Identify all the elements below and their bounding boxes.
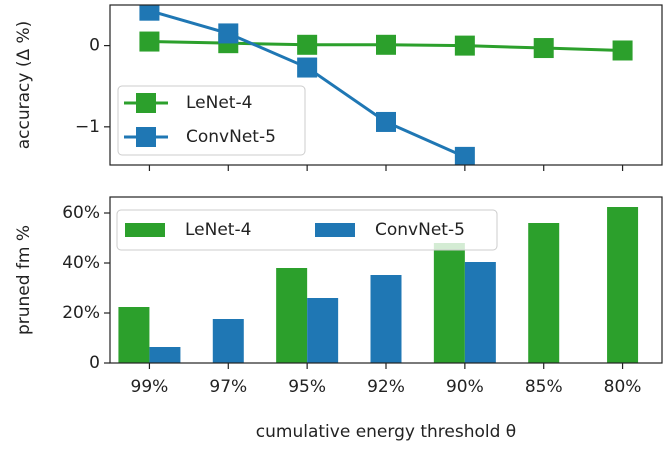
marker xyxy=(533,38,554,59)
legend-label: LeNet-4 xyxy=(185,220,251,240)
bar xyxy=(118,307,150,363)
x-tick-label: 92% xyxy=(367,377,405,397)
legend-label: LeNet-4 xyxy=(186,93,252,113)
bar xyxy=(464,262,496,363)
bar xyxy=(212,319,244,363)
marker xyxy=(454,35,475,56)
marker xyxy=(376,34,396,55)
x-tick-label: 85% xyxy=(525,377,563,397)
legend-marker xyxy=(136,127,156,147)
y-tick-label: −1 xyxy=(75,117,100,137)
marker xyxy=(139,5,160,21)
x-tick-label: 97% xyxy=(209,377,247,397)
plot-area xyxy=(139,5,633,165)
bar xyxy=(528,223,560,363)
legend-swatch xyxy=(315,223,355,237)
bar xyxy=(370,275,402,363)
plot-area xyxy=(118,207,639,363)
marker xyxy=(376,111,396,132)
x-axis-label: cumulative energy threshold θ xyxy=(256,422,516,442)
marker xyxy=(218,23,239,44)
marker xyxy=(297,57,318,78)
x-tick-label: 99% xyxy=(131,377,169,397)
y-tick-label: 60% xyxy=(62,203,100,223)
bar xyxy=(607,207,639,363)
bar xyxy=(149,347,181,363)
bar xyxy=(307,298,339,363)
marker xyxy=(297,34,318,55)
legend-label: ConvNet-5 xyxy=(375,220,465,240)
y-axis-label: accuracy (Δ %) xyxy=(14,21,34,150)
legend-swatch xyxy=(125,223,165,237)
x-tick-label: 90% xyxy=(446,377,484,397)
x-tick-label: 95% xyxy=(288,377,326,397)
y-tick-label: 40% xyxy=(62,253,100,273)
bar xyxy=(276,268,308,363)
frame xyxy=(109,4,663,166)
legend-box xyxy=(116,209,498,251)
y-tick-label: 0 xyxy=(89,353,100,373)
marker xyxy=(612,40,633,61)
marker xyxy=(139,31,160,52)
legend-label: ConvNet-5 xyxy=(186,127,276,147)
y-axis-label: pruned fm % xyxy=(14,225,34,335)
legend-marker xyxy=(136,93,156,113)
frame xyxy=(109,196,663,364)
bar xyxy=(433,243,465,363)
marker xyxy=(454,146,475,165)
y-tick-label: 0 xyxy=(89,36,100,56)
x-tick-label: 80% xyxy=(604,377,642,397)
y-tick-label: 20% xyxy=(62,303,100,323)
